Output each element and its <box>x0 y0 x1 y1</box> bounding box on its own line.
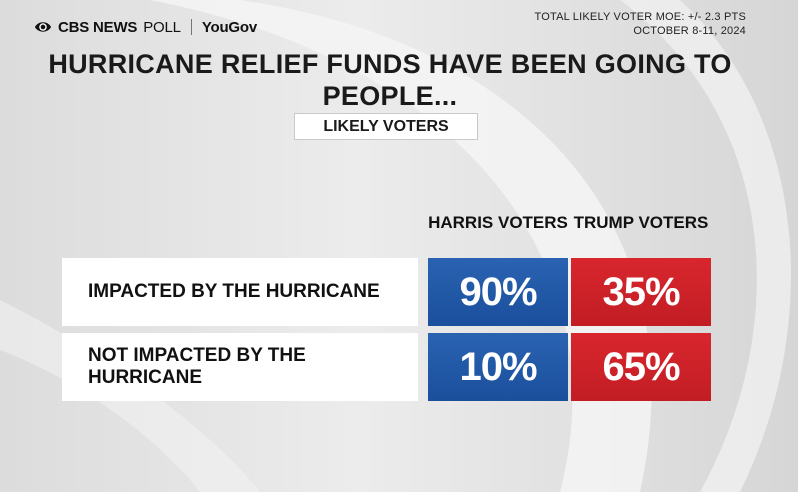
data-cell-harris: 10% <box>428 333 568 401</box>
row-label: IMPACTED BY THE HURRICANE <box>62 258 418 326</box>
row-label-text: NOT IMPACTED BY THE HURRICANE <box>88 345 306 388</box>
brand-logo: CBS NEWS POLL YouGov <box>34 17 257 37</box>
row-label: NOT IMPACTED BY THE HURRICANE <box>62 333 418 401</box>
chart-title: HURRICANE RELIEF FUNDS HAVE BEEN GOING T… <box>48 49 732 111</box>
data-cell-trump: 65% <box>571 333 711 401</box>
cbs-eye-icon <box>34 22 52 32</box>
column-header-trump: TRUMP VOTERS <box>573 213 709 232</box>
brand-divider <box>190 19 192 35</box>
data-cell-harris: 90% <box>428 258 568 326</box>
brand-cbs: CBS NEWS <box>58 18 138 36</box>
margin-of-error: TOTAL LIKELY VOTER MOE: +/- 2.3 PTS OCTO… <box>535 10 746 38</box>
row-label-text: IMPACTED BY THE HURRICANE <box>88 281 380 302</box>
poll-dates: OCTOBER 8-11, 2024 <box>633 25 746 37</box>
brand-poll: POLL <box>143 18 181 36</box>
moe-line: TOTAL LIKELY VOTER MOE: +/- 2.3 PTS <box>534 11 746 23</box>
data-cell-trump: 35% <box>571 258 711 326</box>
chart-subtitle: LIKELY VOTERS <box>294 113 478 140</box>
column-header-harris: HARRIS VOTERS <box>428 213 568 232</box>
brand-partner: YouGov <box>201 18 258 36</box>
